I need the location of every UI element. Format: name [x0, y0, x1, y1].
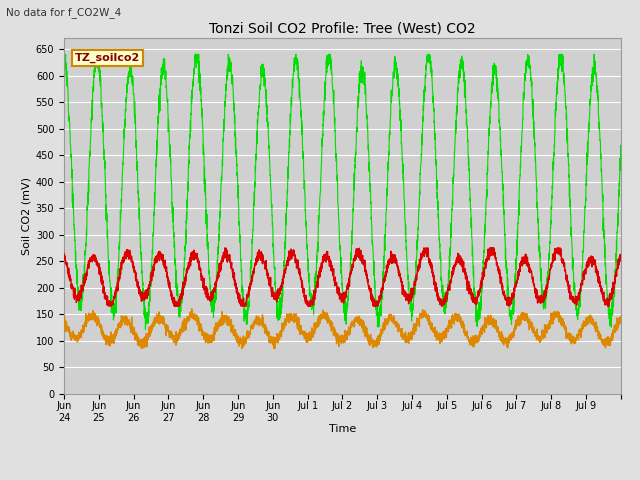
Legend: -2cm, -4cm, -8cm: -2cm, -4cm, -8cm: [224, 477, 461, 480]
Title: Tonzi Soil CO2 Profile: Tree (West) CO2: Tonzi Soil CO2 Profile: Tree (West) CO2: [209, 22, 476, 36]
X-axis label: Time: Time: [329, 424, 356, 434]
Text: No data for f_CO2W_4: No data for f_CO2W_4: [6, 7, 122, 18]
Text: TZ_soilco2: TZ_soilco2: [75, 53, 140, 63]
Y-axis label: Soil CO2 (mV): Soil CO2 (mV): [22, 177, 31, 255]
